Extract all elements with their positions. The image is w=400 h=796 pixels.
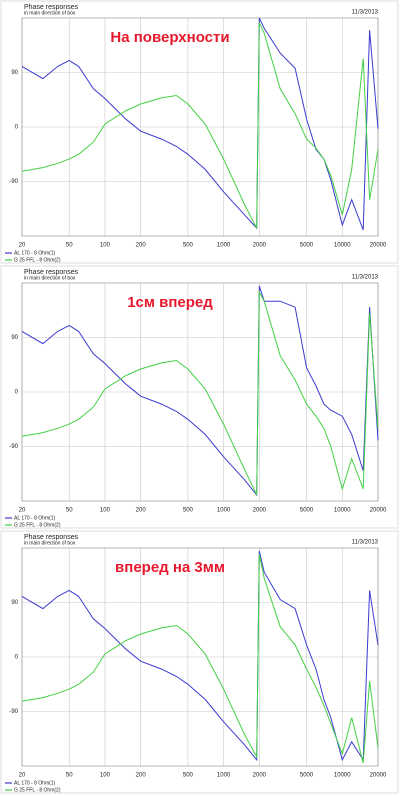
y-tick-label: 0 — [15, 655, 19, 661]
legend-label: G 25 FFL - 8 Ohm(2) — [14, 522, 61, 528]
legend-label: AL 170 - 8 Ohm(1) — [14, 250, 56, 256]
x-tick-label: 200 — [136, 508, 147, 514]
y-tick-label: 90 — [11, 70, 18, 76]
chart-title: Phase responses — [24, 4, 79, 11]
x-tick-label: 500 — [183, 773, 194, 779]
x-tick-label: 20 — [19, 243, 26, 249]
x-tick-label: 10000 — [334, 773, 351, 779]
x-tick-label: 50 — [66, 243, 73, 249]
plot-frame — [21, 282, 379, 502]
plot-frame — [21, 547, 379, 767]
chart-title: Phase responses — [24, 534, 79, 541]
x-tick-label: 2000 — [253, 508, 267, 514]
x-tick-label: 20000 — [370, 773, 387, 779]
x-tick-label: 5000 — [300, 773, 314, 779]
chart-subtitle: in main direction of box — [24, 10, 76, 16]
y-tick-label: 90 — [11, 600, 18, 606]
panel — [0, 265, 399, 529]
x-tick-label: 2000 — [253, 773, 267, 779]
x-tick-label: 10000 — [334, 243, 351, 249]
x-tick-label: 20000 — [370, 508, 387, 514]
annotation: 1см вперед — [127, 294, 213, 311]
y-tick-label: -90 — [9, 709, 18, 715]
x-tick-label: 5000 — [300, 508, 314, 514]
chart-subtitle: in main direction of box — [24, 540, 76, 546]
series-line — [21, 290, 379, 496]
y-tick-label: 0 — [15, 390, 19, 396]
x-tick-label: 500 — [183, 243, 194, 249]
y-tick-label: 90 — [11, 335, 18, 341]
series-line — [21, 17, 379, 231]
x-tick-label: 20000 — [370, 243, 387, 249]
chart-date: 11/3/2013 — [352, 10, 379, 16]
x-tick-label: 5000 — [300, 243, 314, 249]
chart-title: Phase responses — [24, 269, 79, 276]
annotation: вперед на 3мм — [115, 559, 225, 576]
panel — [0, 0, 399, 264]
panel — [0, 530, 399, 794]
x-tick-label: 10000 — [334, 508, 351, 514]
series-line — [21, 22, 379, 229]
x-tick-label: 50 — [66, 773, 73, 779]
x-tick-label: 200 — [136, 773, 147, 779]
chart-subtitle: in main direction of box — [24, 275, 76, 281]
legend-label: G 25 FFL - 8 Ohm(2) — [14, 257, 61, 263]
x-tick-label: 50 — [66, 508, 73, 514]
series-line — [21, 285, 379, 497]
x-tick-label: 20 — [19, 508, 26, 514]
x-tick-label: 500 — [183, 508, 194, 514]
x-tick-label: 2000 — [253, 243, 267, 249]
chart-date: 11/3/2013 — [352, 540, 379, 546]
x-tick-label: 1000 — [217, 243, 231, 249]
chart-date: 11/3/2013 — [352, 275, 379, 281]
y-tick-label: -90 — [9, 179, 18, 185]
legend-label: AL 170 - 8 Ohm(1) — [14, 780, 56, 786]
series-line — [21, 550, 379, 762]
x-tick-label: 20 — [19, 773, 26, 779]
x-tick-label: 1000 — [217, 773, 231, 779]
x-tick-label: 200 — [136, 243, 147, 249]
x-tick-label: 100 — [100, 243, 111, 249]
annotation: На поверхности — [110, 29, 229, 46]
x-tick-label: 100 — [100, 773, 111, 779]
y-tick-label: 0 — [15, 125, 19, 131]
x-tick-label: 100 — [100, 508, 111, 514]
y-tick-label: -90 — [9, 444, 18, 450]
series-line — [21, 554, 379, 764]
legend-label: AL 170 - 8 Ohm(1) — [14, 515, 56, 521]
x-tick-label: 1000 — [217, 508, 231, 514]
legend-label: G 25 FFL - 8 Ohm(2) — [14, 787, 61, 793]
